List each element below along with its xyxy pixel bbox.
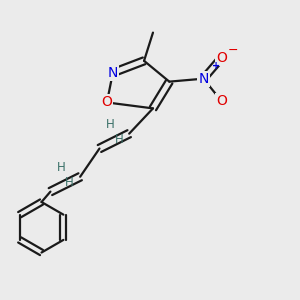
Text: N: N: [198, 72, 209, 86]
Text: H: H: [65, 176, 74, 189]
Text: H: H: [106, 118, 114, 131]
Text: O: O: [216, 94, 227, 108]
Text: H: H: [114, 133, 123, 146]
Text: −: −: [228, 44, 238, 57]
Text: H: H: [56, 161, 65, 174]
Text: N: N: [108, 66, 118, 80]
Text: +: +: [212, 61, 220, 71]
Text: O: O: [101, 95, 112, 110]
Text: O: O: [216, 51, 227, 65]
